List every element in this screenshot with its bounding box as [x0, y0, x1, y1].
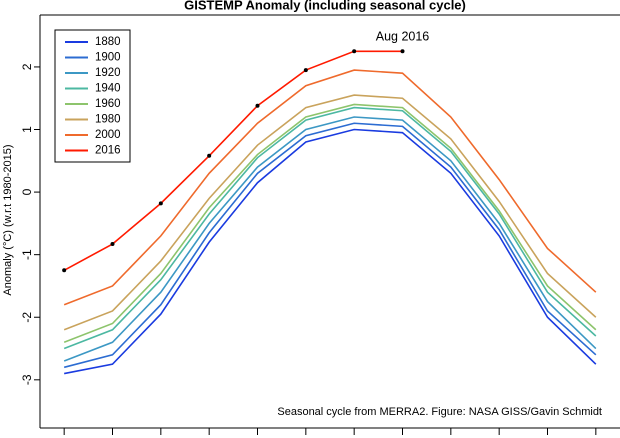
point [110, 242, 115, 247]
chart-title: GISTEMP Anomaly (including seasonal cycl… [184, 0, 466, 12]
series-line [63, 69, 597, 306]
y-tick-label: -2 [20, 312, 34, 323]
legend-label: 1940 [95, 83, 121, 95]
point [400, 49, 405, 54]
annotation: Aug 2016 [376, 30, 430, 44]
legend-label: 1900 [95, 52, 121, 64]
series-line [63, 50, 403, 272]
legend-label: 2000 [95, 129, 121, 141]
legend-label: 1980 [95, 114, 121, 126]
series-line [64, 128, 597, 375]
y-tick-label: 0 [20, 188, 34, 195]
series-line [63, 116, 597, 362]
point [255, 103, 260, 108]
series-line [63, 106, 597, 350]
series-line [63, 103, 597, 344]
series-line [63, 122, 597, 369]
y-tick-label: -3 [20, 374, 34, 385]
point [62, 268, 67, 273]
legend-box [54, 29, 131, 163]
series-line [63, 94, 597, 331]
point [303, 68, 308, 73]
point [352, 49, 357, 54]
y-tick-label: 2 [20, 63, 34, 70]
y-tick-label: -1 [20, 249, 34, 260]
legend-label: 1920 [95, 67, 121, 79]
legend-label: 1880 [95, 36, 121, 48]
y-tick-label: 1 [20, 126, 34, 133]
legend-label: 2016 [95, 145, 121, 157]
y-axis-label: Anomaly (°C) (w.r.t 1980-2015) [2, 144, 14, 295]
point [207, 153, 212, 158]
annotation: Seasonal cycle from MERRA2. Figure: NASA… [277, 406, 602, 418]
point [158, 201, 163, 206]
legend-label: 1960 [95, 98, 121, 110]
